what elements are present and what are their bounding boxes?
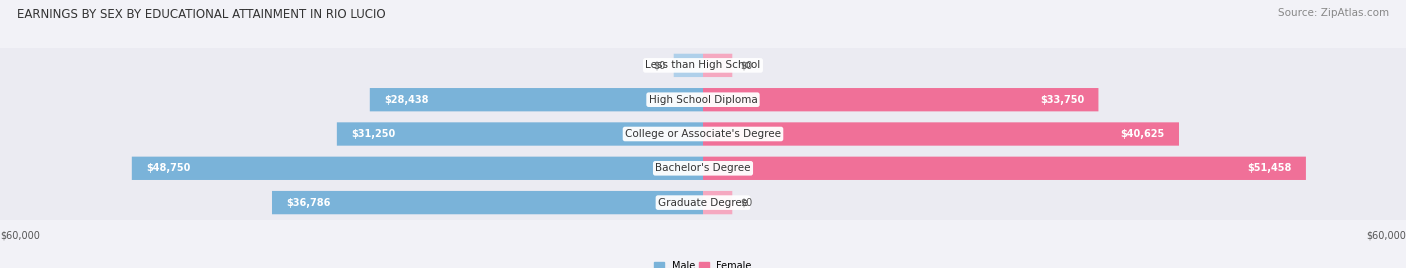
Text: $60,000: $60,000 [0, 230, 39, 240]
FancyBboxPatch shape [703, 157, 1306, 180]
Text: $60,000: $60,000 [1367, 230, 1406, 240]
Text: $31,250: $31,250 [352, 129, 395, 139]
FancyBboxPatch shape [703, 191, 733, 214]
FancyBboxPatch shape [337, 122, 703, 146]
Text: Less than High School: Less than High School [645, 60, 761, 70]
Text: Source: ZipAtlas.com: Source: ZipAtlas.com [1278, 8, 1389, 18]
FancyBboxPatch shape [132, 157, 703, 180]
FancyBboxPatch shape [370, 88, 703, 111]
Text: $0: $0 [654, 60, 665, 70]
Text: $33,750: $33,750 [1040, 95, 1084, 105]
Text: Graduate Degree: Graduate Degree [658, 198, 748, 208]
Text: $48,750: $48,750 [146, 163, 190, 173]
FancyBboxPatch shape [703, 54, 733, 77]
FancyBboxPatch shape [271, 191, 703, 214]
FancyBboxPatch shape [703, 88, 1098, 111]
Legend: Male, Female: Male, Female [651, 257, 755, 268]
Text: EARNINGS BY SEX BY EDUCATIONAL ATTAINMENT IN RIO LUCIO: EARNINGS BY SEX BY EDUCATIONAL ATTAINMEN… [17, 8, 385, 21]
Text: $36,786: $36,786 [285, 198, 330, 208]
Text: $0: $0 [741, 60, 752, 70]
Text: $0: $0 [741, 198, 752, 208]
Text: $28,438: $28,438 [384, 95, 429, 105]
Text: $40,625: $40,625 [1121, 129, 1166, 139]
FancyBboxPatch shape [673, 54, 703, 77]
Text: Bachelor's Degree: Bachelor's Degree [655, 163, 751, 173]
Text: High School Diploma: High School Diploma [648, 95, 758, 105]
FancyBboxPatch shape [703, 122, 1180, 146]
Text: College or Associate's Degree: College or Associate's Degree [626, 129, 780, 139]
Text: $51,458: $51,458 [1247, 163, 1292, 173]
